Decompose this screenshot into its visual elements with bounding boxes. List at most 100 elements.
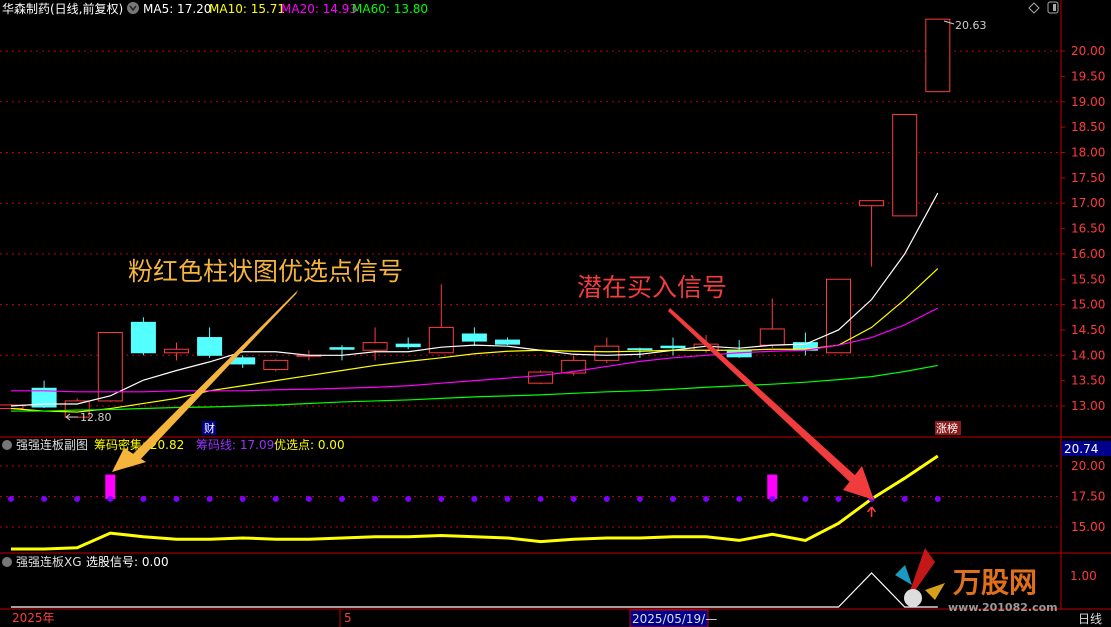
logo-name: 万股网 xyxy=(953,566,1037,599)
chip-line-dot xyxy=(769,495,776,502)
chip-line-dot xyxy=(405,495,412,502)
sub-chart-title: 强强连板副图 xyxy=(16,437,88,452)
price-axis-label: 15.50 xyxy=(1071,272,1105,286)
chip-line-dot xyxy=(537,495,544,502)
candle-body xyxy=(660,345,686,349)
candle-body xyxy=(627,348,653,351)
chip-line-label: 筹码线: 17.09 xyxy=(196,438,274,452)
candle-body xyxy=(31,387,57,408)
chevron-down-icon[interactable] xyxy=(2,440,12,450)
candle-body xyxy=(164,348,189,354)
candlestick xyxy=(495,337,520,346)
logo-arrow-icon xyxy=(895,565,912,585)
signal-label: 选股信号: 0.00 xyxy=(86,555,169,569)
candlestick xyxy=(528,370,554,385)
chip-line-dot xyxy=(703,495,710,502)
chip-line-dot xyxy=(107,495,114,502)
candle-body xyxy=(892,113,918,217)
price-axis-label: 18.00 xyxy=(1071,146,1105,160)
finance-badge-text: 财 xyxy=(204,421,215,435)
chip-line-dot xyxy=(8,495,14,502)
moving-averages xyxy=(10,192,939,413)
price-axis-label: 15.00 xyxy=(1071,298,1105,312)
month-label: 5 xyxy=(344,611,352,625)
high-price-label: 20.63 xyxy=(955,19,987,32)
diamond-icon[interactable] xyxy=(1028,2,1040,14)
panel-toggle-icon[interactable] xyxy=(1047,1,1059,14)
chip-line-dot xyxy=(339,495,345,502)
ma60-label: MA60: 13.80 xyxy=(352,2,428,16)
limit-up-badge-text: 涨榜 xyxy=(936,421,958,435)
chevron-down-icon-glyph xyxy=(129,5,137,12)
chip-line-dot xyxy=(173,495,180,502)
sub-axis-label: 20.00 xyxy=(1071,459,1105,473)
candlestick xyxy=(561,355,587,376)
cursor-date-box xyxy=(629,609,709,627)
candle-body xyxy=(461,333,487,342)
annotation-arrow-orange-head xyxy=(112,448,146,472)
sub-chart: 15.00 17.50 20.00 xyxy=(0,454,1105,551)
cursor-date: 2025/05/19/— xyxy=(632,612,717,626)
candlestick xyxy=(892,113,918,217)
candlestick xyxy=(660,337,686,356)
candlestick xyxy=(197,327,223,358)
chip-line-dot xyxy=(901,495,908,502)
density-label: 筹码密集: 20.82 xyxy=(94,437,184,452)
limit-up-badge[interactable] xyxy=(935,421,961,435)
candlestick xyxy=(925,18,951,93)
chip-line-dot xyxy=(670,495,676,502)
price-axis-label: 13.50 xyxy=(1071,374,1105,388)
chevron-down-icon[interactable] xyxy=(2,557,12,567)
xg-axis-label: 1.00 xyxy=(1070,569,1097,583)
candle-body xyxy=(594,345,620,361)
chip-line-dot xyxy=(504,495,511,502)
candlestick xyxy=(627,347,653,358)
price-axis-label: 19.50 xyxy=(1071,69,1105,83)
sub-current-value-box xyxy=(1062,441,1111,456)
logo-url: www.201082.com xyxy=(948,601,1058,614)
price-axis-label: 14.50 xyxy=(1071,323,1105,337)
pink-bar-annotation: 粉红色柱状图优选点信号 xyxy=(128,257,403,286)
buy-arrow-icon xyxy=(867,506,877,517)
price-axis-label: 14.00 xyxy=(1071,348,1105,362)
sub-current-value: 20.74 xyxy=(1064,442,1098,456)
price-axis-label: 20.00 xyxy=(1071,44,1105,58)
candle-body xyxy=(130,321,156,354)
preferred-point-bar xyxy=(105,474,116,499)
period-label[interactable]: 日线 xyxy=(1078,612,1102,626)
ma20-label: MA20: 14.93 xyxy=(281,2,357,16)
chip-line-dot xyxy=(239,495,246,502)
candlestick xyxy=(726,340,752,358)
annotation-arrow-red-head xyxy=(843,466,874,500)
chip-line-dot xyxy=(438,495,445,502)
candle-body xyxy=(925,18,951,93)
chip-line-dot xyxy=(736,495,743,502)
candle-body xyxy=(329,347,355,350)
ma5-line xyxy=(10,192,939,407)
chip-line-dot xyxy=(74,495,81,502)
finance-badge[interactable] xyxy=(202,421,216,435)
preferred-point-bar xyxy=(767,474,778,499)
ma60-line xyxy=(11,364,938,412)
candlestick xyxy=(263,359,289,372)
low-pointer-icon xyxy=(65,413,78,421)
chip-line-dot xyxy=(802,495,809,502)
sub-axis-label: 17.50 xyxy=(1071,490,1105,504)
candlestick xyxy=(164,342,189,361)
chevron-down-icon[interactable] xyxy=(127,2,139,14)
annotation-arrow-red xyxy=(668,308,858,484)
candle-body xyxy=(428,326,454,354)
candle-body xyxy=(97,331,123,402)
xg-chart xyxy=(11,572,938,608)
chip-line-dot xyxy=(140,495,147,502)
chip-line-dot xyxy=(471,495,478,502)
chip-line-dot xyxy=(272,495,279,502)
price-axis-label: 18.50 xyxy=(1071,120,1105,134)
candlestick xyxy=(859,200,885,267)
annotation-arrow-orange xyxy=(132,290,298,462)
high-pointer-icon xyxy=(943,20,955,25)
candle-body xyxy=(362,342,388,351)
price-axis: 13.00 13.50 14.00 14.50 15.00 15.50 16.00 16.50… xyxy=(1060,0,1105,609)
candlestick xyxy=(130,317,156,356)
